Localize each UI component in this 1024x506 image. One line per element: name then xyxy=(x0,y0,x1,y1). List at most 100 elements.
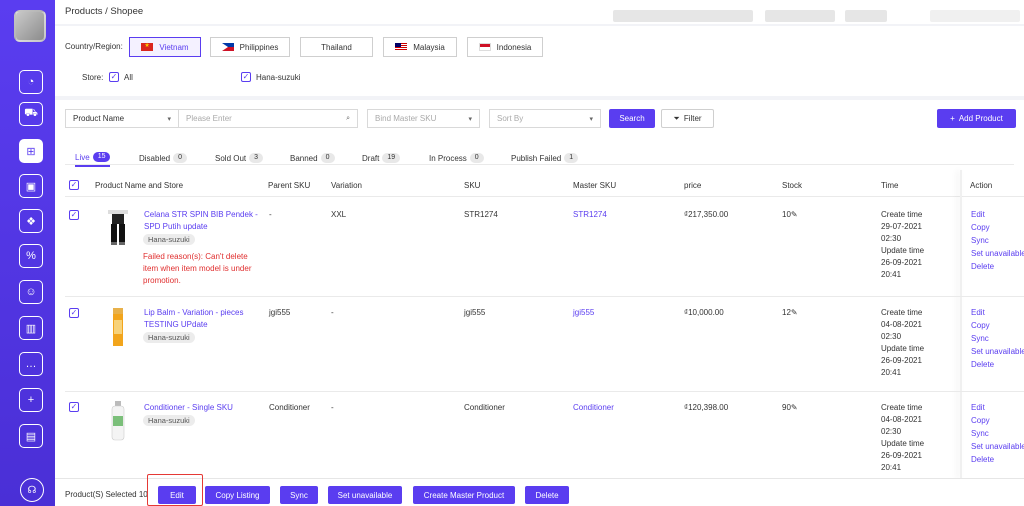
store-all-checkbox[interactable]: ✓ xyxy=(109,72,119,82)
tab-publish-failed[interactable]: Publish Failed 1 xyxy=(511,149,579,167)
country-philippines-button[interactable]: Philippines xyxy=(210,37,290,57)
chat-icon[interactable]: … xyxy=(19,352,43,376)
master-sku-select[interactable]: Bind Master SKU ▾ xyxy=(367,109,480,128)
column-header-parent-sku: Parent SKU xyxy=(268,181,311,190)
tab-draft[interactable]: Draft 19 xyxy=(362,149,401,167)
account-placeholder xyxy=(845,10,887,22)
row-checkbox[interactable]: ✓ xyxy=(69,402,79,412)
country-region-label: Country/Region: xyxy=(65,42,123,51)
column-header-time: Time xyxy=(881,181,899,190)
row-divider xyxy=(65,391,1024,392)
column-header-sku: SKU xyxy=(464,181,481,190)
row-sync-link[interactable]: Sync xyxy=(971,236,989,245)
row-edit-link[interactable]: Edit xyxy=(971,308,985,317)
percent-icon[interactable]: % xyxy=(19,244,43,268)
store-hana-suzuki-checkbox[interactable]: ✓ xyxy=(241,72,251,82)
bulk-action-bar: Product(S) Selected 10 Edit Copy Listing… xyxy=(55,478,1024,506)
product-name-link[interactable]: Conditioner - Single SKU xyxy=(144,403,233,412)
bulk-delete-button[interactable]: Delete xyxy=(525,486,569,504)
select-all-checkbox[interactable]: ✓ xyxy=(69,180,79,190)
chart-icon[interactable]: ▥ xyxy=(19,316,43,340)
row-checkbox[interactable]: ✓ xyxy=(69,210,79,220)
row-copy-link[interactable]: Copy xyxy=(971,416,990,425)
row-delete-link[interactable]: Delete xyxy=(971,455,995,464)
store-avatar[interactable] xyxy=(14,10,46,42)
products-panel: Product Name ▾ Please Enter ⌕ Bind Maste… xyxy=(55,100,1024,506)
master-sku-link[interactable]: STR1274 xyxy=(573,210,607,219)
column-header-price: price xyxy=(684,181,702,190)
vietnam-flag-icon xyxy=(141,42,154,51)
product-thumbnail xyxy=(108,210,128,245)
product-name-link[interactable]: Celana STR SPIN BIB Pendek - SPD Putih u… xyxy=(144,210,258,231)
time-info: Create time 29-07-2021 02:30 Update time… xyxy=(881,210,925,279)
search-input[interactable]: Please Enter ⌕ xyxy=(178,109,358,128)
bulk-edit-button[interactable]: Edit xyxy=(158,486,196,504)
plus-box-icon[interactable]: + xyxy=(19,388,43,412)
document-icon[interactable]: ▤ xyxy=(19,424,43,448)
bulk-sync-button[interactable]: Sync xyxy=(280,486,318,504)
row-delete-link[interactable]: Delete xyxy=(971,262,995,271)
tab-disabled[interactable]: Disabled 0 xyxy=(139,149,188,167)
search-button[interactable]: Search xyxy=(609,109,655,128)
copy-listing-button[interactable]: Copy Listing xyxy=(205,486,270,504)
support-headset-icon[interactable]: ☊ xyxy=(20,478,44,502)
master-sku-link[interactable]: Conditioner xyxy=(573,403,614,412)
row-divider xyxy=(65,296,1024,297)
search-icon: ⌕ xyxy=(346,114,350,122)
sort-select[interactable]: Sort By ▾ xyxy=(489,109,601,128)
product-name-link[interactable]: Lip Balm - Variation - pieces TESTING UP… xyxy=(144,308,244,329)
country-malaysia-button[interactable]: Malaysia xyxy=(383,37,457,57)
cart-icon[interactable]: ⛟ xyxy=(19,102,43,126)
bulk-set-unavailable-button[interactable]: Set unavailable xyxy=(328,486,402,504)
tab-in-process[interactable]: In Process 0 xyxy=(429,149,484,167)
users-icon[interactable]: ☺ xyxy=(19,280,43,304)
tab-sold-out[interactable]: Sold Out 3 xyxy=(215,149,264,167)
row-set-unavailable-link[interactable]: Set unavailable xyxy=(971,347,1024,356)
row-set-unavailable-link[interactable]: Set unavailable xyxy=(971,249,1024,258)
field-select[interactable]: Product Name ▾ xyxy=(65,109,179,128)
selected-count: Product(S) Selected 10 xyxy=(65,490,148,499)
filter-button[interactable]: ⏷ Filter xyxy=(661,109,714,128)
column-header-product: Product Name and Store xyxy=(95,181,184,190)
chevron-down-icon: ▾ xyxy=(589,115,593,123)
chevron-down-icon: ▾ xyxy=(167,115,171,123)
row-set-unavailable-link[interactable]: Set unavailable xyxy=(971,442,1024,451)
tab-banned[interactable]: Banned 0 xyxy=(290,149,335,167)
pencil-edit-icon[interactable]: ✎ xyxy=(790,210,798,219)
dropbox-icon[interactable]: ❖ xyxy=(19,209,43,233)
row-sync-link[interactable]: Sync xyxy=(971,429,989,438)
indonesia-flag-icon xyxy=(478,43,491,51)
parent-sku: - xyxy=(269,210,272,219)
sku: jgi555 xyxy=(464,308,486,317)
store-label: Store: xyxy=(82,73,104,82)
dashboard-icon[interactable]: ◔ xyxy=(19,70,43,94)
product-thumbnail xyxy=(113,308,123,346)
add-product-button[interactable]: + Add Product xyxy=(937,109,1016,128)
row-copy-link[interactable]: Copy xyxy=(971,321,990,330)
box-icon[interactable]: ▣ xyxy=(19,174,43,198)
country-indonesia-button[interactable]: Indonesia xyxy=(467,37,543,57)
tab-live[interactable]: Live 15 xyxy=(75,149,111,167)
store-all-label: All xyxy=(124,73,133,82)
products-icon[interactable]: ⊞ xyxy=(19,139,43,163)
row-sync-link[interactable]: Sync xyxy=(971,334,989,343)
row-copy-link[interactable]: Copy xyxy=(971,223,990,232)
plus-icon: + xyxy=(950,114,955,123)
row-delete-link[interactable]: Delete xyxy=(971,360,995,369)
chevron-down-icon: ▾ xyxy=(468,115,472,123)
row-edit-link[interactable]: Edit xyxy=(971,210,985,219)
filter-icon: ⏷ xyxy=(673,113,680,123)
country-thailand-button[interactable]: Thailand xyxy=(300,37,373,127)
store-tag: Hana-suzuki xyxy=(143,415,195,426)
master-sku-link[interactable]: jgi555 xyxy=(573,308,595,317)
account-placeholder xyxy=(930,10,1020,22)
pencil-edit-icon[interactable]: ✎ xyxy=(790,308,798,317)
row-checkbox[interactable]: ✓ xyxy=(69,308,79,318)
column-header-master-sku: Master SKU xyxy=(573,181,617,190)
pencil-edit-icon[interactable]: ✎ xyxy=(790,403,798,412)
breadcrumb: Products / Shopee xyxy=(65,6,144,17)
create-master-product-button[interactable]: Create Master Product xyxy=(413,486,515,504)
parent-sku: Conditioner xyxy=(269,403,310,412)
row-edit-link[interactable]: Edit xyxy=(971,403,985,412)
country-vietnam-button[interactable]: Vietnam xyxy=(129,37,201,57)
